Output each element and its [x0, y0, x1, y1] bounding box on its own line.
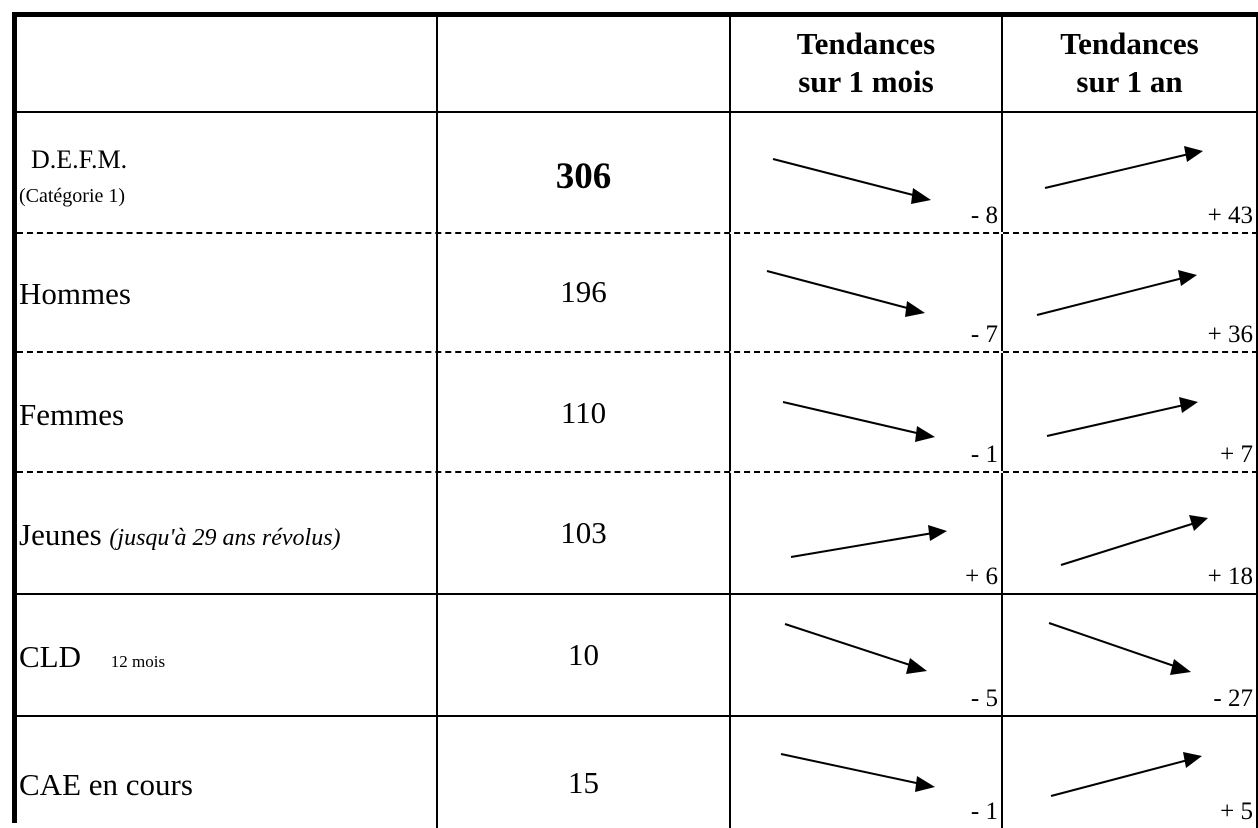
month-trend-cell: - 1	[729, 717, 1001, 828]
month-delta: - 1	[970, 441, 998, 468]
year-trend-cell: - 27	[1001, 595, 1258, 715]
trend-up-arrow-icon	[1046, 397, 1198, 437]
month-trend-cell: - 5	[729, 595, 1001, 715]
header-year-line2: sur 1 an	[1076, 64, 1183, 99]
table-row: CLD 12 mois 10 - 5 - 27	[17, 595, 1258, 717]
trend-down-arrow-icon	[782, 401, 935, 442]
row-label: Jeunes	[19, 517, 102, 552]
month-trend-cell: - 1	[729, 353, 1001, 471]
row-label: CAE en cours	[19, 767, 193, 802]
trend-up-arrow-icon	[1050, 752, 1202, 797]
month-trend-cell: - 7	[729, 234, 1001, 351]
trend-down-arrow-icon	[784, 623, 927, 674]
month-delta: - 7	[970, 321, 998, 348]
year-trend-cell: + 18	[1001, 473, 1258, 593]
month-delta: - 8	[970, 202, 998, 229]
month-trend-cell: - 8	[729, 113, 1001, 232]
year-delta: - 27	[1213, 685, 1253, 712]
year-delta: + 36	[1207, 321, 1253, 348]
row-value-cell: 10	[436, 595, 729, 715]
row-label-cell: CLD 12 mois	[17, 595, 436, 715]
trend-down-arrow-icon	[780, 753, 935, 792]
table-row: D.E.F.M. (Catégorie 1) 306 - 8 + 43	[17, 113, 1258, 234]
row-label-cell: D.E.F.M. (Catégorie 1)	[17, 113, 436, 232]
row-label: Hommes	[19, 276, 131, 311]
row-value: 306	[555, 156, 612, 197]
month-delta: + 6	[965, 563, 998, 590]
table-row: Hommes 196 - 7 + 36	[17, 234, 1258, 353]
row-label-cell: Hommes	[17, 234, 436, 351]
header-year-line1: Tendances	[1060, 26, 1199, 61]
row-value: 15	[568, 765, 599, 800]
header-month-line2: sur 1 mois	[798, 64, 934, 99]
header-label-cell	[17, 17, 436, 111]
trend-up-arrow-icon	[1036, 270, 1197, 316]
row-value: 196	[560, 274, 607, 309]
year-trend-cell: + 7	[1001, 353, 1258, 471]
row-value-cell: 306	[436, 113, 729, 232]
row-label: CLD	[19, 639, 81, 674]
row-label-wrap: CLD 12 mois	[19, 639, 165, 675]
row-value-cell: 15	[436, 717, 729, 828]
row-value-cell: 110	[436, 353, 729, 471]
header-row: Tendances sur 1 mois Tendances sur 1 an	[17, 17, 1258, 113]
row-value-cell: 196	[436, 234, 729, 351]
header-value-cell	[436, 17, 729, 111]
month-delta: - 5	[970, 685, 998, 712]
row-label: D.E.F.M.	[31, 145, 128, 174]
year-trend-cell: + 5	[1001, 717, 1258, 828]
header-month-line1: Tendances	[796, 26, 936, 61]
month-delta: - 1	[970, 798, 998, 825]
row-value: 110	[560, 395, 607, 430]
row-value: 103	[560, 515, 607, 550]
row-value-cell: 103	[436, 473, 729, 593]
header-month-cell: Tendances sur 1 mois	[729, 17, 1001, 111]
row-label: Femmes	[19, 397, 125, 432]
trend-down-arrow-icon	[766, 270, 925, 317]
row-label-wrap: Jeunes (jusqu'à 29 ans révolus)	[19, 517, 341, 553]
trend-up-arrow-icon	[1060, 515, 1208, 566]
row-label-note: 12 mois	[110, 652, 166, 671]
trend-down-arrow-icon	[772, 158, 931, 204]
year-delta: + 7	[1220, 441, 1253, 468]
row-value: 10	[568, 637, 599, 672]
month-trend-cell: + 6	[729, 473, 1001, 593]
trend-up-arrow-icon	[1044, 146, 1203, 189]
row-label-cell: Jeunes (jusqu'à 29 ans révolus)	[17, 473, 436, 593]
row-label-note: (jusqu'à 29 ans révolus)	[109, 525, 341, 551]
year-delta: + 18	[1207, 563, 1253, 590]
year-delta: + 5	[1220, 798, 1253, 825]
row-sublabel: (Catégorie 1)	[19, 185, 126, 207]
year-trend-cell: + 36	[1001, 234, 1258, 351]
trend-down-arrow-icon	[1048, 622, 1191, 675]
table-row: Jeunes (jusqu'à 29 ans révolus) 103 + 6 …	[17, 473, 1258, 595]
table-row: CAE en cours 15 - 1 + 5	[17, 717, 1258, 828]
trend-up-arrow-icon	[790, 525, 947, 558]
header-year-cell: Tendances sur 1 an	[1001, 17, 1258, 111]
stats-table: Tendances sur 1 mois Tendances sur 1 an …	[12, 12, 1258, 828]
table-row: Femmes 110 - 1 + 7	[17, 353, 1258, 473]
year-trend-cell: + 43	[1001, 113, 1258, 232]
row-label-cell: CAE en cours	[17, 717, 436, 828]
year-delta: + 43	[1207, 202, 1253, 229]
row-label-cell: Femmes	[17, 353, 436, 471]
